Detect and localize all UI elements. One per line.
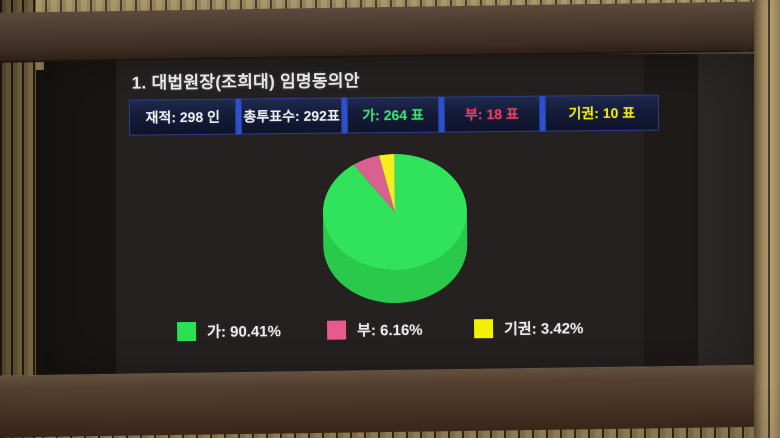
vote-pie-chart: [322, 154, 468, 304]
legend-item-abstain: 기권: 3.42%: [473, 317, 584, 339]
pie-side-3d: [322, 211, 468, 304]
legend-swatch-no: [327, 320, 347, 340]
stat-box-yes: 가: 264 표: [346, 96, 440, 134]
legend-swatch-yes: [177, 321, 197, 342]
vote-display-screen: 1. 대법원장(조희대) 임명동의안 재적: 298 인 총투표수: 292표 …: [44, 52, 756, 378]
wood-beam-bottom: [0, 364, 780, 438]
stat-box-abstain: 기권: 10 표: [544, 94, 660, 132]
stat-box-total-votes: 총투표수: 292표: [241, 97, 343, 135]
legend-item-no: 부: 6.16%: [327, 319, 423, 341]
pie-slice-abstain: [379, 154, 395, 213]
vote-display-content: 1. 대법원장(조희대) 임명동의안 재적: 298 인 총투표수: 292표 …: [42, 51, 757, 382]
stat-box-no: 부: 18 표: [444, 95, 540, 133]
vote-stats-row: 재적: 298 인 총투표수: 292표 가: 264 표 부: 18 표 기권…: [128, 94, 660, 136]
stat-box-enrolled: 재적: 298 인: [128, 98, 237, 136]
agenda-title: 1. 대법원장(조희대) 임명동의안: [131, 71, 360, 93]
legend-swatch-abstain: [473, 319, 494, 339]
legend-label-yes: 가: 90.41%: [207, 323, 282, 341]
wood-column-right: [754, 0, 780, 438]
legend-label-abstain: 기권: 3.42%: [504, 320, 584, 339]
legend-label-no: 부: 6.16%: [357, 321, 423, 340]
legend-item-yes: 가: 90.41%: [177, 320, 281, 342]
pie-slice-no: [353, 155, 395, 213]
wood-slat-wall-left: [0, 0, 36, 438]
pie-slice-yes: [322, 154, 467, 271]
